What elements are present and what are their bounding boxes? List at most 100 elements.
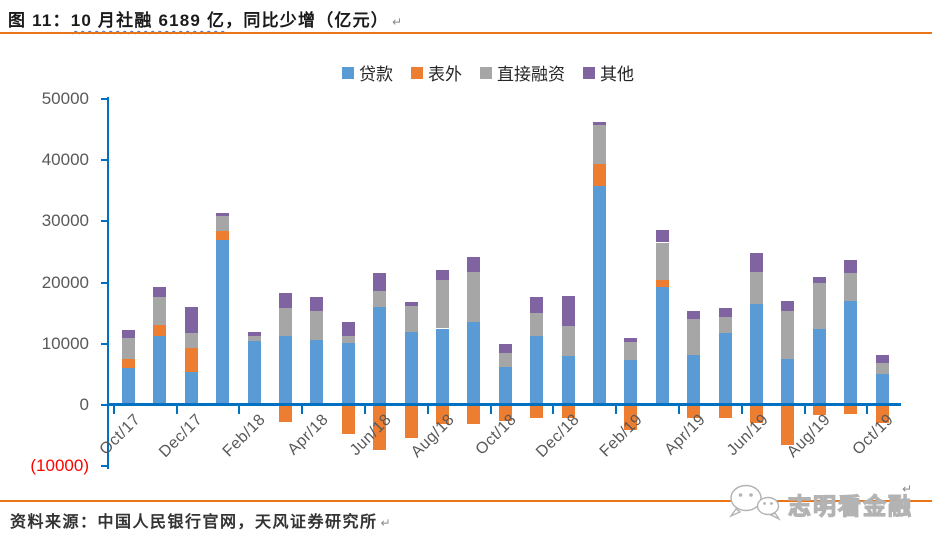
x-axis-tick [866,406,869,414]
chart-title: 图 11：10 月社融 6189 亿，同比少增（亿元） ↵ [8,6,402,31]
bar-segment [498,406,512,422]
bar-segment [624,338,638,342]
bar-segment [404,306,418,332]
bar-segment [687,355,701,405]
legend-item: 贷款 [342,60,393,85]
watermark-text: 志明看金融 [787,492,913,519]
bar-segment [750,271,763,305]
bar-segment [122,330,135,338]
legend-item: 其他 [583,60,634,85]
legend-swatch-icon [411,66,423,79]
legend-label: 表外 [428,65,462,84]
bar-segment [530,406,544,419]
x-axis-label: Aug/18 [407,411,458,462]
bar-segment [875,354,889,364]
bar-segment [750,304,763,405]
bar-segment [153,335,167,405]
bar-segment [310,296,324,312]
bar-segment [561,355,575,405]
legend-swatch-icon [583,66,595,79]
bar-segment [750,252,763,272]
y-axis-tick [101,342,108,345]
y-axis-tick [101,404,108,406]
y-axis-label: 20000 [41,272,89,292]
bar-segment [467,256,481,272]
chart-title-suffix: ，同比少增（亿元） [225,11,390,30]
legend-label: 其他 [600,65,634,84]
y-axis-tick [101,281,108,284]
legend-swatch-icon [342,66,354,79]
bar-segment [184,348,198,372]
x-axis-label: Jun/18 [346,411,395,460]
bar-segment [844,300,858,405]
bar-segment [373,306,387,405]
y-axis-label: 0 [79,395,89,414]
bar-segment [530,296,544,313]
x-axis-tick [301,406,304,414]
return-mark-icon: ↵ [380,516,391,530]
bar-segment [153,325,167,336]
y-axis-label: 30000 [41,211,89,231]
x-axis-tick [175,406,178,414]
bar-segment [373,406,387,451]
bar-segment [279,406,292,422]
y-axis-label: 40000 [41,150,89,170]
x-axis-tick [552,406,555,414]
bar-segment [341,406,355,435]
wechat-logo-icon [728,484,782,521]
bar-segment [216,231,230,241]
chart-legend: 贷款 表外 直接融资 其他 [88,60,888,85]
x-axis-label: Dec/17 [156,411,207,461]
chart-title-prefix: 图 11： [8,11,71,30]
x-axis-label: Feb/19 [596,411,646,461]
bar-segment [593,163,606,186]
bar-segment [436,328,449,405]
bar-segment [530,312,544,337]
bar-segment [561,406,575,418]
y-axis-label: 50000 [41,89,89,108]
bar-segment [184,333,198,349]
bar-segment [781,406,795,446]
bar-segment [310,311,324,341]
bar-segment [687,406,701,418]
bar-segment [844,406,858,415]
y-axis-tick [101,220,108,223]
x-axis-label: Feb/18 [219,411,270,461]
x-axis-label: Oct/18 [472,411,521,459]
x-axis-label: Apr/18 [284,411,332,459]
bar-segment [404,301,418,307]
bar-segment [655,229,669,243]
bar-segment [153,287,167,297]
bar-segment [310,340,324,405]
bar-segment [781,300,795,312]
bar-segment [718,317,732,334]
y-axis-label: 10000 [41,333,89,353]
bar-segment [341,322,355,337]
bar-segment [122,367,135,405]
bar-segment [184,371,198,405]
bar-segment [624,406,638,431]
bar-segment [875,406,889,423]
x-axis-tick [489,406,492,414]
bar-segment [812,283,826,329]
bar-segment [467,271,481,323]
bar-segment [718,308,732,318]
title-divider-line [0,32,932,34]
bar-segment [216,216,230,232]
x-axis-label: Dec/18 [533,411,584,461]
bar-segment [875,363,889,375]
bar-segment [404,406,418,438]
bar-segment [561,296,575,327]
bar-segment [812,277,826,284]
bar-segment [467,322,481,405]
chart-title-underlined: 10 月社融 6189 亿 [70,11,226,30]
y-axis-tick [101,159,108,162]
bar-segment [624,341,638,361]
bar-segment [687,310,701,320]
bar-segment [530,336,544,405]
bar-segment [655,286,669,405]
watermark: 志明看金融 [726,482,913,522]
legend-swatch-icon [480,66,492,79]
